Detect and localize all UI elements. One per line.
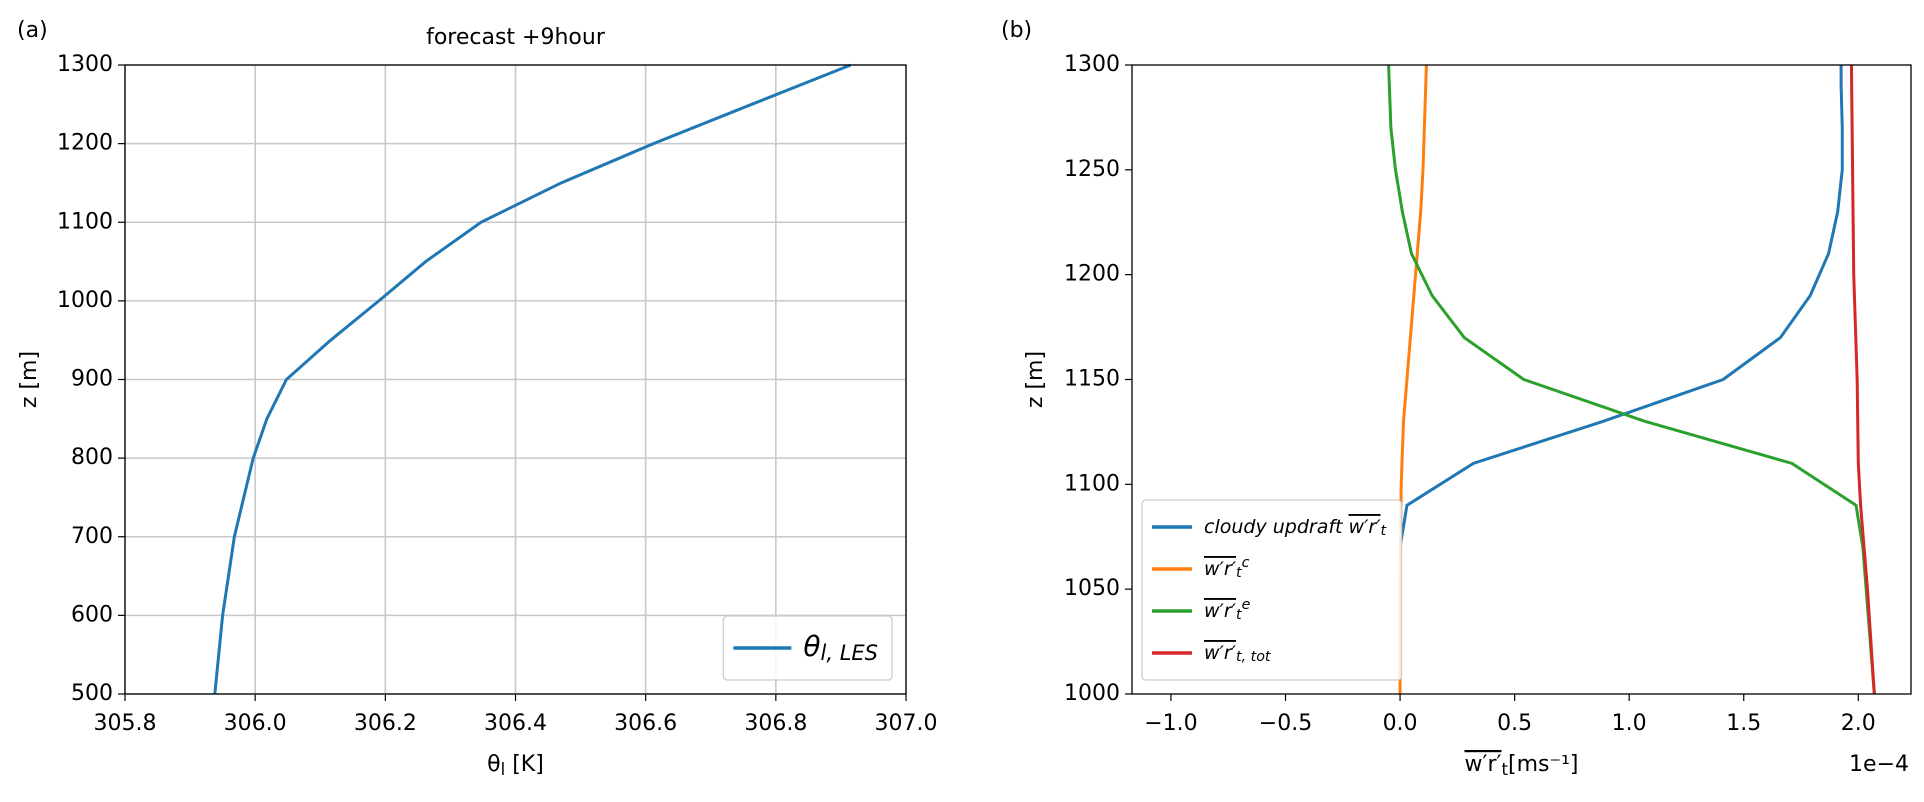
y-tick-label: 500 <box>71 681 113 706</box>
y-tick-label: 1200 <box>57 131 113 156</box>
y-tick-label: 800 <box>71 445 113 470</box>
y-axis-label: z [m] <box>17 351 42 408</box>
legend-label-part: w′r′ <box>1204 642 1237 664</box>
legend-label: w′r′t, tot <box>1204 642 1272 666</box>
data-line <box>1849 64 1876 695</box>
x-offset-label: 1e−4 <box>1849 752 1909 777</box>
y-tick-label: 1150 <box>1064 367 1120 392</box>
legend-label-part: θ <box>803 630 820 663</box>
y-tick-label: 1000 <box>57 288 113 313</box>
legend-label-part: t <box>1381 523 1388 539</box>
panel-label: (b) <box>1001 18 1032 43</box>
x-tick-label: 2.0 <box>1841 711 1876 736</box>
x-tick-label: 1.0 <box>1612 711 1647 736</box>
axes-frame <box>124 64 907 695</box>
legend-label-part: e <box>1242 597 1251 613</box>
legend-label: w′r′tc <box>1204 555 1250 581</box>
legend-box <box>722 615 893 681</box>
legend-label-part: l, LES <box>821 641 878 665</box>
x-tick-label: 306.0 <box>224 711 287 736</box>
x-axis-label: θl [K] <box>487 752 544 779</box>
legend-label-part: w′r′ <box>1204 600 1237 622</box>
axes-frame <box>1131 64 1912 695</box>
x-tick-label: 306.6 <box>614 711 677 736</box>
y-tick-label: 900 <box>71 367 113 392</box>
y-tick-label: 1050 <box>1064 576 1120 601</box>
x-tick-label: −0.5 <box>1259 711 1312 736</box>
y-tick-label: 1100 <box>1064 471 1120 496</box>
x-tick-label: −1.0 <box>1144 711 1197 736</box>
y-tick-label: 1200 <box>1064 262 1120 287</box>
x-axis-label: w′r′t[ms⁻¹] <box>1464 752 1578 779</box>
x-axis-label-part: θ <box>487 752 500 777</box>
legend-label-part: c <box>1242 555 1250 571</box>
x-axis-label-part: [ms⁻¹] <box>1508 752 1579 777</box>
legend-box <box>1141 499 1403 681</box>
y-tick-label: 600 <box>71 602 113 627</box>
x-tick-label: 0.0 <box>1383 711 1418 736</box>
legend-label-part: cloudy updraft <box>1204 516 1349 538</box>
panel-label: (a) <box>17 18 48 43</box>
x-tick-label: 306.4 <box>484 711 547 736</box>
y-tick-label: 1250 <box>1064 157 1120 182</box>
x-tick-label: 305.8 <box>94 711 157 736</box>
legend-label-part: w′r′ <box>1204 558 1237 580</box>
x-axis-label-part: l <box>501 760 506 779</box>
y-tick-label: 1100 <box>57 209 113 234</box>
x-tick-label: 0.5 <box>1497 711 1532 736</box>
x-axis-label-part: [K] <box>505 752 544 777</box>
legend-label: cloudy updraft w′r′t <box>1204 516 1388 540</box>
legend-label-part: t <box>1236 565 1243 581</box>
data-line <box>1398 64 1428 694</box>
legend-label-part: w′r′ <box>1349 516 1382 538</box>
data-line <box>213 63 852 695</box>
x-tick-label: 307.0 <box>875 711 938 736</box>
x-tick-label: 306.8 <box>744 711 807 736</box>
x-tick-label: 1.5 <box>1726 711 1761 736</box>
y-axis-label: z [m] <box>1023 351 1048 408</box>
data-line <box>1387 64 1876 695</box>
y-tick-label: 1000 <box>1064 681 1120 706</box>
x-axis-label-part: w′r′ <box>1464 752 1501 777</box>
legend-label-part: t, tot <box>1236 649 1272 665</box>
y-tick-label: 1300 <box>1064 52 1120 77</box>
legend-label: w′r′te <box>1204 597 1251 623</box>
legend-label: θl, LES <box>803 630 878 665</box>
chart-title: forecast +9hour <box>426 25 606 50</box>
x-tick-label: 306.2 <box>354 711 417 736</box>
legend-label-part: t <box>1236 607 1243 623</box>
y-tick-label: 1300 <box>57 52 113 77</box>
x-axis-label-part: t <box>1502 760 1509 779</box>
y-tick-label: 700 <box>71 524 113 549</box>
data-line <box>1398 65 1844 548</box>
